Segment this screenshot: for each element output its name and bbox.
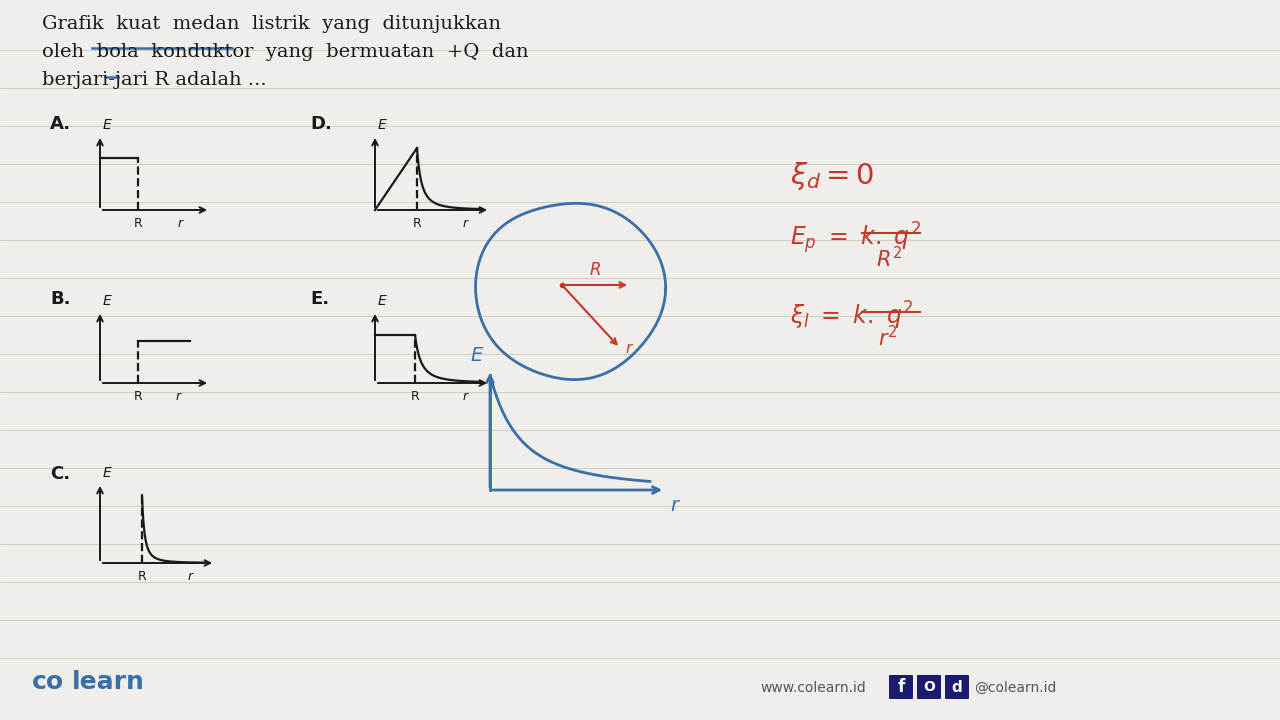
FancyBboxPatch shape [890,675,913,699]
Text: E: E [378,294,387,308]
Text: E: E [102,466,111,480]
Text: r: r [178,217,183,230]
Text: B.: B. [50,290,70,308]
Text: E: E [102,118,111,132]
Text: r: r [187,570,192,583]
Text: $E_p \ = \ k.\ q^2$: $E_p \ = \ k.\ q^2$ [790,220,920,256]
FancyBboxPatch shape [916,675,941,699]
FancyBboxPatch shape [945,675,969,699]
Text: R: R [412,217,421,230]
Text: r: r [669,496,678,515]
Text: r: r [462,217,467,230]
Text: R: R [133,217,142,230]
Text: C.: C. [50,465,70,483]
Text: R: R [133,390,142,403]
Text: R: R [411,390,420,403]
Text: D.: D. [310,115,332,133]
Text: R: R [590,261,602,279]
Text: E.: E. [310,290,329,308]
Text: E: E [378,118,387,132]
Text: learn: learn [72,670,145,694]
Text: A.: A. [50,115,72,133]
Text: E: E [470,346,483,365]
Text: berjari-jari R adalah ...: berjari-jari R adalah ... [42,71,266,89]
Text: O: O [923,680,934,694]
Text: r: r [462,390,467,403]
Text: $r^2$: $r^2$ [878,325,897,350]
Text: Grafik  kuat  medan  listrik  yang  ditunjukkan: Grafik kuat medan listrik yang ditunjukk… [42,15,500,33]
Text: oleh  bola  konduktor  yang  bermuatan  +Q  dan: oleh bola konduktor yang bermuatan +Q da… [42,43,529,61]
Text: www.colearn.id: www.colearn.id [760,681,865,695]
Text: r: r [625,341,631,356]
Text: f: f [897,678,905,696]
Text: $\xi_l \ = \ k.\ q^2$: $\xi_l \ = \ k.\ q^2$ [790,300,914,332]
Text: @colearn.id: @colearn.id [974,681,1056,695]
Text: d: d [951,680,963,695]
Text: $R^2$: $R^2$ [876,246,902,271]
Text: r: r [175,390,180,403]
Text: co: co [32,670,64,694]
Text: R: R [138,570,146,583]
Text: E: E [102,294,111,308]
Text: $\xi_d = 0$: $\xi_d = 0$ [790,160,874,192]
